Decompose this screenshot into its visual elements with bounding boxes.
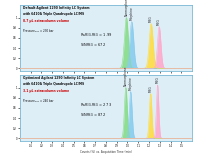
Text: Default Agilent 1290 Infinity LC System: Default Agilent 1290 Infinity LC System <box>23 6 90 10</box>
Text: Morphine: Morphine <box>129 76 133 90</box>
Text: 3.1 μL extracolumn volume: 3.1 μL extracolumn volume <box>23 89 69 93</box>
Text: with 6410A Triple Quadrupole LC/MS: with 6410A Triple Quadrupole LC/MS <box>23 82 85 86</box>
Text: Normorphone: Normorphone <box>124 0 128 16</box>
Text: M6G: M6G <box>157 18 161 25</box>
Text: M3G: M3G <box>149 15 153 22</box>
Text: with 6410A Triple Quadrupole LC/MS: with 6410A Triple Quadrupole LC/MS <box>23 12 85 16</box>
X-axis label: Counts (%) vs. Acquisition Time (min): Counts (%) vs. Acquisition Time (min) <box>80 150 132 154</box>
Text: M6G: M6G <box>156 76 160 83</box>
Text: Optimized Agilent 1290 Infinity LC System: Optimized Agilent 1290 Infinity LC Syste… <box>23 75 95 80</box>
Text: Pressureₘₐₓ = 240 bar: Pressureₘₐₓ = 240 bar <box>23 99 54 103</box>
Text: Rs$_{\rm M3G, M6G}$ = 2.73: Rs$_{\rm M3G, M6G}$ = 2.73 <box>80 101 112 109</box>
Text: Rs$_{\rm M3G, M6G}$ = 1.99: Rs$_{\rm M3G, M6G}$ = 1.99 <box>80 31 113 39</box>
Text: Pressureₘₐₓ = 230 bar: Pressureₘₐₓ = 230 bar <box>23 29 54 33</box>
Text: S/N$_{\rm M6G}$ = 872: S/N$_{\rm M6G}$ = 872 <box>80 111 106 119</box>
Text: Morphine: Morphine <box>130 6 134 20</box>
Text: M3G: M3G <box>149 85 153 92</box>
Text: 8.7 μL extracolumn volume: 8.7 μL extracolumn volume <box>23 19 69 23</box>
Text: Normorphone: Normorphone <box>124 65 128 86</box>
Text: S/N$_{\rm M6G}$ = 672: S/N$_{\rm M6G}$ = 672 <box>80 41 106 49</box>
